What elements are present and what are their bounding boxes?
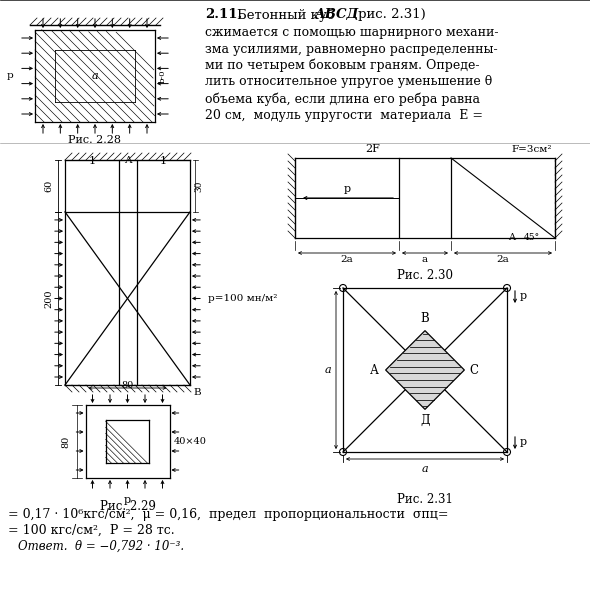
Text: p: p (6, 72, 13, 81)
Text: ми по четырем боковым граням. Опреде-: ми по четырем боковым граням. Опреде- (205, 59, 480, 72)
Text: лить относительное упругое уменьшение θ: лить относительное упругое уменьшение θ (205, 75, 492, 88)
Text: F=3cм²: F=3cм² (512, 145, 552, 154)
Text: p: p (520, 291, 527, 301)
Text: = 100 кгс/см²,  P = 28 тс.: = 100 кгс/см², P = 28 тс. (8, 524, 175, 537)
Text: a: a (91, 71, 99, 81)
Text: В: В (421, 312, 430, 325)
Text: A: A (508, 233, 515, 242)
Text: p=100 мн/м²: p=100 мн/м² (208, 294, 277, 303)
Text: A: A (124, 156, 131, 165)
Text: p: p (124, 495, 131, 505)
Text: 40×40: 40×40 (173, 437, 206, 446)
Text: a: a (422, 464, 428, 474)
Text: Рис. 2.30: Рис. 2.30 (397, 269, 453, 282)
Text: 80: 80 (122, 381, 133, 390)
Text: p: p (520, 437, 527, 447)
Text: p: p (343, 184, 350, 194)
Text: 200: 200 (44, 289, 53, 307)
Polygon shape (386, 331, 464, 410)
Text: 30: 30 (194, 180, 203, 192)
Text: a: a (324, 365, 331, 375)
Text: 60: 60 (44, 180, 53, 192)
Text: С: С (470, 364, 478, 377)
Text: b‑0: b‑0 (159, 69, 167, 83)
Text: a: a (422, 255, 428, 264)
Text: 20 см,  модуль упругости  материала  E =: 20 см, модуль упругости материала E = (205, 109, 483, 122)
Text: сжимается с помощью шарнирного механи-: сжимается с помощью шарнирного механи- (205, 26, 499, 39)
Text: 2F: 2F (366, 144, 381, 154)
Text: 1: 1 (88, 156, 96, 166)
Text: Бетонный куб: Бетонный куб (237, 8, 335, 21)
Text: Рис. 2.28: Рис. 2.28 (68, 135, 122, 145)
Text: 80: 80 (61, 435, 70, 448)
Text: объема куба, если длина его ребра равна: объема куба, если длина его ребра равна (205, 92, 480, 106)
Text: 45°: 45° (524, 233, 540, 242)
Text: Рис. 2.29: Рис. 2.29 (100, 500, 155, 513)
Text: Ответ.  θ = −0,792 · 10⁻³.: Ответ. θ = −0,792 · 10⁻³. (18, 540, 184, 553)
Text: 2.11.: 2.11. (205, 8, 242, 21)
Text: B: B (193, 388, 201, 397)
Text: А: А (370, 364, 379, 377)
Text: 2a: 2a (497, 255, 509, 264)
Text: (рис. 2.31): (рис. 2.31) (353, 8, 426, 21)
Text: Рис. 2.31: Рис. 2.31 (397, 493, 453, 506)
Text: Д: Д (420, 414, 430, 427)
Text: АВСД: АВСД (315, 8, 359, 21)
Text: 2a: 2a (340, 255, 353, 264)
Text: 1: 1 (160, 156, 167, 166)
Text: зма усилиями, равномерно распределенны-: зма усилиями, равномерно распределенны- (205, 42, 497, 56)
Text: = 0,17 · 10⁶кгс/см²,  μ = 0,16,  предел  пропорциональности  σпц=: = 0,17 · 10⁶кгс/см², μ = 0,16, предел пр… (8, 508, 448, 521)
